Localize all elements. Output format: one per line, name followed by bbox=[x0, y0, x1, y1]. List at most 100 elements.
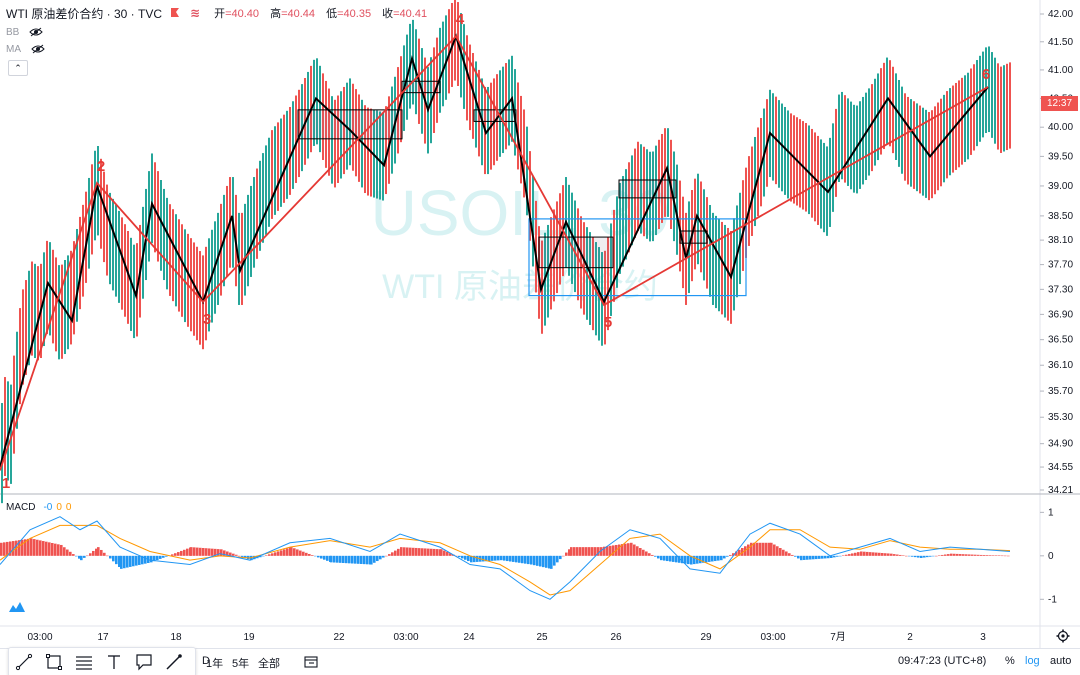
candle-body bbox=[367, 107, 369, 196]
auto-toggle[interactable]: auto bbox=[1050, 655, 1072, 667]
macd-histogram-bar bbox=[458, 555, 461, 558]
macd-histogram-bar bbox=[193, 547, 196, 556]
macd-histogram-bar bbox=[106, 555, 109, 557]
pen-icon[interactable] bbox=[159, 649, 189, 675]
macd-histogram-bar bbox=[618, 544, 621, 556]
candle-body bbox=[286, 110, 288, 199]
macd-histogram-bar bbox=[66, 549, 69, 556]
macd-histogram-bar bbox=[842, 555, 845, 556]
candle-body bbox=[871, 84, 873, 172]
tradingview-logo-icon[interactable] bbox=[8, 600, 26, 614]
chart-canvas[interactable]: USOIL, 30 WTI 原油差价合约 42.0041.5041.0040.5… bbox=[0, 0, 1080, 648]
candle-body bbox=[916, 103, 918, 192]
collapse-legend-button[interactable]: ⌃ bbox=[8, 60, 28, 76]
percent-toggle[interactable]: % bbox=[1005, 655, 1015, 667]
macd-histogram-bar bbox=[530, 555, 533, 565]
macd-histogram-bar bbox=[794, 555, 797, 557]
macd-histogram-bar bbox=[320, 555, 323, 559]
macd-histogram-bar bbox=[112, 555, 115, 562]
y-axis-label: 40.00 bbox=[1048, 122, 1073, 133]
candle-body bbox=[751, 146, 753, 236]
sync-icon[interactable]: ≋ bbox=[190, 6, 201, 20]
macd-histogram-bar bbox=[570, 547, 573, 556]
candle-body bbox=[571, 192, 573, 284]
candle-body bbox=[109, 192, 111, 285]
macd-histogram-bar bbox=[553, 555, 556, 566]
candle-body bbox=[73, 241, 75, 335]
candle-body bbox=[187, 233, 189, 327]
flag-icon[interactable] bbox=[170, 8, 180, 18]
candle-body bbox=[859, 101, 861, 189]
candle-body bbox=[439, 27, 441, 113]
candle-body bbox=[58, 265, 60, 360]
macd-histogram-bar bbox=[317, 555, 320, 558]
macd-histogram-bar bbox=[1001, 555, 1004, 557]
macd-histogram-bar bbox=[461, 555, 464, 559]
macd-histogram-bar bbox=[738, 549, 741, 556]
range-5y-button[interactable]: 5年 bbox=[232, 658, 250, 670]
macd-histogram-bar bbox=[594, 547, 597, 556]
macd-histogram-bar bbox=[845, 554, 848, 556]
clock-time[interactable]: 09:47:23 (UTC+8) bbox=[898, 655, 987, 667]
macd-histogram-bar bbox=[500, 555, 503, 561]
y-axis-label: 35.70 bbox=[1048, 386, 1073, 397]
candle-body bbox=[268, 137, 270, 227]
indicator-ma[interactable]: MA bbox=[6, 42, 45, 56]
candle-body bbox=[574, 200, 576, 293]
macd-histogram-bar bbox=[165, 555, 168, 557]
symbol-title[interactable]: WTI 原油差价合约 · 30 · TVC bbox=[6, 6, 163, 21]
macd-histogram-bar bbox=[905, 555, 908, 557]
macd-histogram-bar bbox=[893, 554, 896, 556]
log-toggle[interactable]: log bbox=[1025, 655, 1040, 667]
macd-histogram-bar bbox=[953, 553, 956, 556]
macd-histogram-bar bbox=[562, 555, 565, 557]
candle-body bbox=[112, 198, 114, 291]
y-axis-label: 36.90 bbox=[1048, 309, 1073, 320]
candle-body bbox=[853, 104, 855, 193]
macd-histogram-bar bbox=[645, 551, 648, 556]
macd-histogram-bar bbox=[391, 552, 394, 556]
macd-histogram-bar bbox=[887, 553, 890, 556]
candle-body bbox=[277, 122, 279, 211]
macd-histogram-bar bbox=[21, 539, 24, 556]
macd-title: MACD bbox=[6, 502, 36, 513]
macd-histogram-bar bbox=[750, 542, 753, 556]
macd-histogram-bar bbox=[379, 555, 382, 560]
candle-body bbox=[718, 218, 720, 312]
date-range-icon[interactable] bbox=[304, 655, 318, 669]
indicator-bb[interactable]: BB bbox=[6, 25, 44, 39]
macd-histogram-bar bbox=[747, 544, 750, 556]
candle-body bbox=[28, 270, 30, 366]
trend-line-icon[interactable] bbox=[9, 649, 39, 675]
candle-body bbox=[31, 261, 33, 356]
text-icon[interactable] bbox=[99, 649, 129, 675]
gear-icon[interactable] bbox=[1056, 629, 1070, 643]
indicator-ma-label: MA bbox=[6, 43, 21, 55]
macd-histogram-bar bbox=[860, 551, 863, 556]
candle-body bbox=[49, 242, 51, 336]
macd-histogram-bar bbox=[268, 554, 271, 556]
macd-histogram-bar bbox=[741, 548, 744, 556]
candle-body bbox=[991, 52, 993, 138]
macd-histogram-bar bbox=[929, 555, 932, 557]
range-1d-button[interactable]: D bbox=[202, 655, 210, 667]
eye-icon[interactable] bbox=[29, 27, 44, 37]
macd-histogram-bar bbox=[103, 552, 106, 556]
candle-body bbox=[436, 37, 438, 123]
candle-body bbox=[1009, 62, 1011, 149]
candle-body bbox=[127, 231, 129, 324]
candle-body bbox=[529, 151, 531, 241]
callout-icon[interactable] bbox=[129, 649, 159, 675]
range-1y-button[interactable]: 1年 bbox=[206, 658, 224, 670]
eye-icon[interactable] bbox=[31, 44, 45, 54]
y-axis-label: 37.70 bbox=[1048, 260, 1073, 271]
y-axis-label: 42.00 bbox=[1048, 9, 1073, 20]
fib-lines-icon[interactable] bbox=[69, 649, 99, 675]
rectangle-icon[interactable] bbox=[39, 649, 69, 675]
macd-histogram-bar bbox=[388, 554, 391, 556]
macd-histogram-bar bbox=[630, 542, 633, 556]
range-all-button[interactable]: 全部 bbox=[258, 658, 280, 670]
y-axis-label: 34.55 bbox=[1048, 462, 1073, 473]
candle-body bbox=[814, 132, 816, 222]
x-axis-label: 29 bbox=[700, 632, 712, 643]
